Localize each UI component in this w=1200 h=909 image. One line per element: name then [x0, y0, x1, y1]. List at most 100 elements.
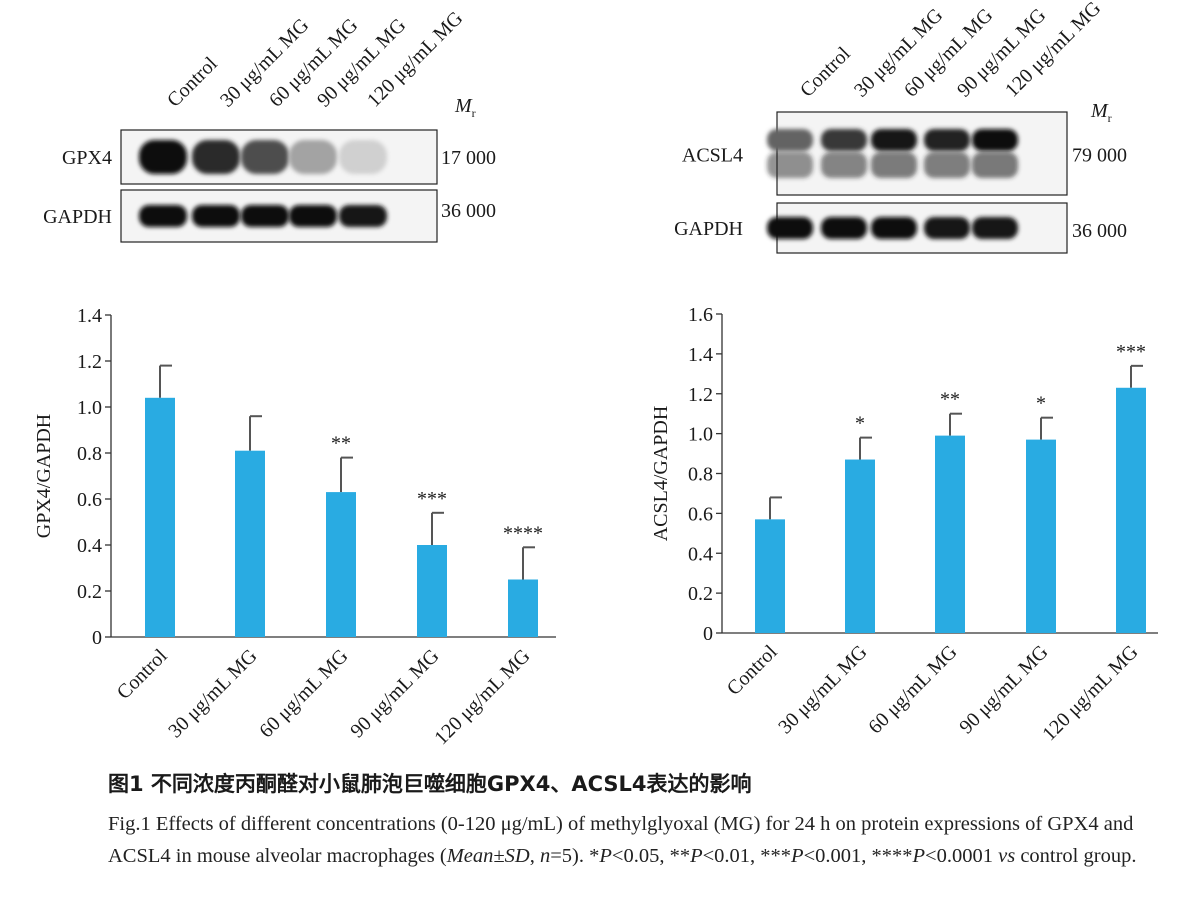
- significance-label: ***: [1116, 341, 1146, 363]
- mr-label: Mr: [1090, 100, 1112, 125]
- x-tick-label: 90 μg/mL MG: [346, 645, 443, 742]
- caption-text: Fig.1 Effects of different concentration…: [108, 813, 1134, 867]
- bar: [145, 397, 175, 637]
- molecular-weight-label: 36 000: [441, 200, 496, 222]
- caption-chinese: 图1 不同浓度丙酮醛对小鼠肺泡巨噬细胞GPX4、ACSL4表达的影响: [108, 772, 752, 796]
- molecular-weight-label: 79 000: [1072, 145, 1127, 167]
- x-tick-label: 120 μg/mL MG: [1038, 641, 1142, 745]
- caption-italic: P: [690, 845, 703, 867]
- y-tick-label: 0.6: [77, 489, 102, 511]
- x-tick-label: Control: [723, 641, 782, 700]
- blot-band: [767, 129, 813, 151]
- caption-english: Fig.1 Effects of different concentration…: [108, 808, 1188, 872]
- x-tick-label: 60 μg/mL MG: [255, 645, 352, 742]
- y-tick-label: 1.0: [688, 424, 713, 446]
- y-axis-label: GPX4/GAPDH: [33, 414, 55, 538]
- significance-label: *: [1036, 393, 1046, 415]
- bar: [935, 435, 965, 633]
- y-tick-label: 1.6: [688, 304, 713, 326]
- significance-label: ****: [503, 522, 543, 544]
- y-tick-label: 0.8: [77, 443, 102, 465]
- protein-label: GAPDH: [43, 206, 112, 228]
- blot-smear: [821, 152, 867, 178]
- y-tick-label: 0: [703, 623, 713, 645]
- protein-label: ACSL4: [682, 145, 743, 167]
- x-tick-label: 120 μg/mL MG: [430, 645, 534, 749]
- bar: [1026, 439, 1056, 633]
- y-tick-label: 0.8: [688, 464, 713, 486]
- caption-text: <0.0001: [925, 845, 999, 867]
- blot-band: [924, 129, 970, 151]
- y-tick-label: 0.2: [688, 583, 713, 605]
- figure-caption: 图1 不同浓度丙酮醛对小鼠肺泡巨噬细胞GPX4、ACSL4表达的影响 Fig.1…: [108, 768, 1188, 872]
- blot-band: [871, 217, 917, 239]
- x-tick-label: 30 μg/mL MG: [774, 641, 871, 738]
- blot-smear: [871, 152, 917, 178]
- y-tick-label: 1.4: [688, 344, 713, 366]
- caption-text: ,: [529, 845, 540, 867]
- blot-band: [821, 129, 867, 151]
- y-tick-label: 0.4: [77, 535, 102, 557]
- blot-panel: [776, 202, 1068, 254]
- blot-band: [821, 217, 867, 239]
- bar: [508, 579, 538, 637]
- blot-band: [139, 205, 187, 227]
- molecular-weight-label: 17 000: [441, 147, 496, 169]
- blot-smear: [767, 152, 813, 178]
- caption-italic: P: [791, 845, 804, 867]
- mr-label: Mr: [454, 95, 476, 120]
- caption-text: control group.: [1015, 845, 1137, 867]
- blot-band: [139, 140, 187, 174]
- significance-label: ***: [417, 488, 447, 510]
- bar: [755, 519, 785, 633]
- blot-band: [192, 205, 240, 227]
- bar: [1116, 387, 1146, 633]
- caption-italic: P: [599, 845, 612, 867]
- blot-band: [972, 129, 1018, 151]
- mr-subscript: r: [472, 106, 476, 120]
- blot-band: [767, 217, 813, 239]
- lane-label: Control: [796, 42, 855, 101]
- caption-text: =5). *: [550, 845, 600, 867]
- blot-band: [289, 140, 337, 174]
- blot-band: [972, 217, 1018, 239]
- caption-italic: Mean±SD: [446, 845, 530, 867]
- blot-band: [871, 129, 917, 151]
- blot-band: [339, 205, 387, 227]
- y-tick-label: 1.2: [688, 384, 713, 406]
- mr-subscript: r: [1108, 111, 1112, 125]
- caption-italic: P: [912, 845, 926, 867]
- blot-smear: [924, 152, 970, 178]
- blot-band: [241, 205, 289, 227]
- blot-band: [339, 140, 387, 174]
- blot-band: [289, 205, 337, 227]
- y-tick-label: 1.0: [77, 397, 102, 419]
- lane-label: Control: [163, 52, 222, 111]
- significance-label: *: [855, 413, 865, 435]
- protein-label: GAPDH: [674, 218, 743, 240]
- caption-text: <0.05, **: [611, 845, 691, 867]
- x-tick-label: 90 μg/mL MG: [955, 641, 1052, 738]
- molecular-weight-label: 36 000: [1072, 220, 1127, 242]
- y-axis-label: ACSL4/GAPDH: [650, 406, 672, 542]
- y-tick-label: 0.2: [77, 581, 102, 603]
- significance-label: **: [940, 389, 960, 411]
- blot-band: [192, 140, 240, 174]
- blot-band: [924, 217, 970, 239]
- caption-italic: n: [539, 845, 551, 867]
- caption-text: <0.001, ****: [803, 845, 913, 867]
- bar: [845, 459, 875, 633]
- y-tick-label: 1.4: [77, 305, 102, 327]
- bar: [417, 545, 447, 637]
- caption-italic: vs: [998, 845, 1016, 867]
- bar-chart-gpx4: 0 0.2 0.4 0.6 0.8 1.0 1.2 1.4 GPX4/GAPDH Control3…: [33, 305, 556, 749]
- y-tick-label: 1.2: [77, 351, 102, 373]
- blot-smear: [972, 152, 1018, 178]
- x-tick-label: 30 μg/mL MG: [164, 645, 261, 742]
- y-tick-label: 0: [92, 627, 102, 649]
- blot-band: [241, 140, 289, 174]
- caption-text: <0.01, ***: [702, 845, 792, 867]
